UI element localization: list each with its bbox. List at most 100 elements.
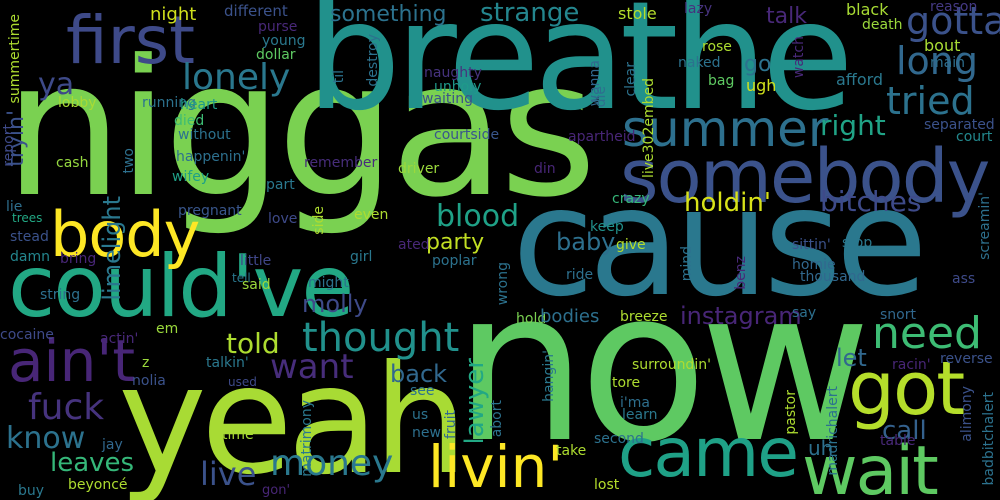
word-pastor: table [880,433,916,449]
word-might: jay [102,437,123,453]
word-cause: cause [512,156,928,330]
word-afford: afford [836,70,884,89]
word-ya: ya [38,67,75,102]
word-racin: breeze [620,309,668,325]
word-yeah: yeah [118,334,468,500]
word-instagram: instagram [680,302,802,330]
word-tell: actin' [100,331,139,347]
word-badbitchalert: gon' [262,483,291,498]
word-summer: summer [622,100,829,158]
word-happenin: die [593,86,609,108]
word-love: cash [56,155,89,171]
word-wanna: see [410,383,435,399]
word-lobby: waiting [422,91,474,107]
word-screamin: abort [489,400,505,438]
word-something: something [330,2,447,27]
word-livin: livin' [428,433,564,500]
word-crazy: naughty [424,65,482,81]
word-court: unholy [434,79,482,95]
word-bring: happenin' [176,149,246,165]
word-madrichalert: badbitchalert [981,392,997,486]
word-ugh: ugh [746,76,777,95]
word-lonely: lonely [182,57,291,98]
word-said: buy [18,483,45,499]
word-bitches: bitches [820,185,922,218]
word-different: different [224,2,288,20]
word-gon: talkin' [206,355,249,371]
word-reverse: em [156,321,179,337]
word-know: know [6,421,86,456]
word-night: night [150,4,197,25]
word-hangin: alimony [959,386,975,442]
word-watch: time [222,427,254,443]
word-want: want [270,347,354,387]
word-gotta: gotta [906,0,1000,43]
word-destroy: matrimony [299,400,315,477]
word-holdin: holdin' [684,188,771,218]
word-say: keep [590,219,624,235]
word-call: call [882,416,927,446]
word-beyonce: summertime [7,14,23,104]
word-ima: hold [516,311,547,327]
word-wrong: tore [612,375,641,391]
word-black: black [846,0,889,19]
word-damn: without [178,127,231,143]
word-couldve: could've [8,237,354,337]
word-let: let [836,344,867,372]
word-back: back [390,360,448,388]
word-purse: purse [258,19,298,35]
word-young: young [262,33,306,49]
word-dollar: dollar [256,47,296,63]
word-tried: tried [886,79,975,123]
word-heart: apartheid [568,129,636,145]
word-breeze: poplar [432,253,477,269]
word-hold: little [240,253,272,269]
word-lost: ass [952,271,976,287]
word-waiting: watch [791,36,807,79]
word-first: first [66,2,195,79]
word-live: live [200,455,257,493]
word-naked: naked [678,55,721,71]
word-alimony: madrichalert [825,386,841,476]
word-naughty: clear [623,62,639,97]
word-string: wifey [172,169,210,185]
word-us: sittin' [792,237,831,253]
word-go: go [744,52,772,77]
word-pregnant: report [1,124,17,167]
word-without: crazy [612,191,650,207]
word-now: now [454,244,871,489]
word-keep: stead [10,229,49,245]
word-clear: nolia [132,373,166,389]
word-driver: screamin' [977,192,993,260]
word-wifey: court [956,129,993,145]
word-sittin: pregnant [178,203,242,219]
word-buy: remember [304,155,378,171]
word-little: bring [60,251,97,267]
word-summertime: hangin' [541,350,557,402]
word-see: benz [733,256,749,290]
word-fuck: fuck [28,387,105,428]
word-stead: died [174,113,205,129]
word-bag: bag [708,73,735,89]
word-snort: give [616,237,646,253]
word-take: thousand [800,269,866,285]
word-death: death [862,17,903,33]
word-die: new [412,425,441,441]
word-separated: fruit [443,410,459,439]
word-strange: strange [480,0,580,28]
word-ated: trees [12,211,43,225]
word-trees: heart [180,97,218,113]
word-limelight: limelight [98,196,126,301]
word-main: main [930,55,965,71]
word-molly: molly [302,290,368,318]
word-aint: ain't [8,327,136,395]
word-jay: driver [398,161,440,177]
word-abort: reverse [940,351,993,367]
word-bodies: girl [350,249,373,265]
word-side: surroundin' [632,357,711,373]
word-table: z [142,355,150,371]
word-niggas: niggas [4,20,597,239]
word-even: lie [6,199,23,215]
word-wait: wait [802,432,939,500]
word-talkin: might [308,275,349,291]
